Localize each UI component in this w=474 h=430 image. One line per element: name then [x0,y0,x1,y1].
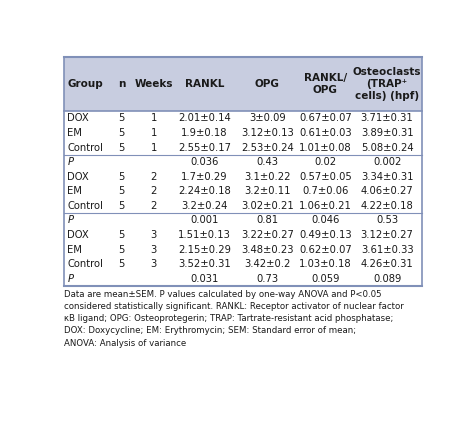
Text: 5: 5 [118,143,125,153]
Text: 3.42±0.2: 3.42±0.2 [244,259,291,269]
Text: DOX: DOX [67,230,89,240]
Text: 1.01±0.08: 1.01±0.08 [299,143,352,153]
Text: RANKL/
OPG: RANKL/ OPG [304,73,347,95]
Text: P: P [67,215,73,225]
Text: 1.03±0.18: 1.03±0.18 [299,259,352,269]
Text: 3.12±0.13: 3.12±0.13 [241,128,294,138]
Bar [64,271,422,286]
Text: 1: 1 [151,143,157,153]
Bar [64,140,422,155]
Text: 1.51±0.13: 1.51±0.13 [178,230,231,240]
Bar [64,228,422,243]
Bar [64,257,422,271]
Bar [64,243,422,257]
Bar [64,126,422,140]
Text: 0.73: 0.73 [256,274,278,284]
Text: 2.53±0.24: 2.53±0.24 [241,143,294,153]
Text: 2.15±0.29: 2.15±0.29 [178,245,231,255]
Text: 3.34±0.31: 3.34±0.31 [361,172,413,182]
Text: 5.08±0.24: 5.08±0.24 [361,143,413,153]
Text: 0.62±0.07: 0.62±0.07 [299,245,352,255]
Text: 1.9±0.18: 1.9±0.18 [181,128,228,138]
Text: 0.001: 0.001 [190,215,219,225]
Text: 5: 5 [118,186,125,197]
Text: 5: 5 [118,259,125,269]
Bar [64,111,422,126]
Text: 5: 5 [118,128,125,138]
Text: 4.06±0.27: 4.06±0.27 [361,186,413,197]
Text: RANKL: RANKL [185,79,224,89]
Text: 0.43: 0.43 [256,157,278,167]
Text: EM: EM [67,245,82,255]
Text: 2: 2 [151,201,157,211]
Bar [64,184,422,199]
Text: 0.059: 0.059 [311,274,340,284]
Text: DOX: DOX [67,114,89,123]
Text: 0.7±0.06: 0.7±0.06 [302,186,348,197]
Text: 5: 5 [118,114,125,123]
Bar [64,57,422,111]
Text: 0.031: 0.031 [190,274,219,284]
Text: Data are mean±SEM. P values calculated by one-way ANOVA and P<0.05
considered st: Data are mean±SEM. P values calculated b… [64,290,403,347]
Text: 3.89±0.31: 3.89±0.31 [361,128,413,138]
Text: OPG: OPG [255,79,280,89]
Text: 0.67±0.07: 0.67±0.07 [299,114,352,123]
Text: 3: 3 [151,230,157,240]
Text: 3.1±0.22: 3.1±0.22 [244,172,291,182]
Text: P: P [67,157,73,167]
Text: 2: 2 [151,172,157,182]
Text: 0.57±0.05: 0.57±0.05 [299,172,352,182]
Text: 3.02±0.21: 3.02±0.21 [241,201,294,211]
Text: n: n [118,79,125,89]
Text: 3.48±0.23: 3.48±0.23 [241,245,293,255]
Text: 3.52±0.31: 3.52±0.31 [178,259,231,269]
Text: 5: 5 [118,230,125,240]
Text: DOX: DOX [67,172,89,182]
Text: 3.2±0.24: 3.2±0.24 [181,201,228,211]
Text: 2.24±0.18: 2.24±0.18 [178,186,231,197]
Text: 0.02: 0.02 [314,157,337,167]
Text: 2.55±0.17: 2.55±0.17 [178,143,231,153]
Bar [64,169,422,184]
Text: 1.7±0.29: 1.7±0.29 [181,172,228,182]
Text: 0.81: 0.81 [256,215,278,225]
Text: 5: 5 [118,245,125,255]
Bar [64,213,422,228]
Text: 1: 1 [151,128,157,138]
Text: 3.2±0.11: 3.2±0.11 [244,186,291,197]
Text: 0.036: 0.036 [190,157,219,167]
Text: Weeks: Weeks [135,79,173,89]
Text: 3.22±0.27: 3.22±0.27 [241,230,294,240]
Text: 4.26±0.31: 4.26±0.31 [361,259,413,269]
Text: 1: 1 [151,114,157,123]
Text: Control: Control [67,143,103,153]
Bar [64,155,422,169]
Text: Control: Control [67,201,103,211]
Text: P: P [67,274,73,284]
Text: 0.49±0.13: 0.49±0.13 [299,230,352,240]
Text: Osteoclasts
(TRAP⁺
cells) (hpf): Osteoclasts (TRAP⁺ cells) (hpf) [353,67,421,101]
Text: 0.046: 0.046 [311,215,340,225]
Text: 3.61±0.33: 3.61±0.33 [361,245,413,255]
Text: EM: EM [67,128,82,138]
Text: Control: Control [67,259,103,269]
Text: 0.002: 0.002 [373,157,401,167]
Text: EM: EM [67,186,82,197]
Text: 5: 5 [118,172,125,182]
Text: 3: 3 [151,245,157,255]
Text: 4.22±0.18: 4.22±0.18 [361,201,413,211]
Text: 3±0.09: 3±0.09 [249,114,286,123]
Text: 3.12±0.27: 3.12±0.27 [361,230,413,240]
Bar [64,199,422,213]
Text: 3.71±0.31: 3.71±0.31 [361,114,413,123]
Text: 2: 2 [151,186,157,197]
Text: 0.61±0.03: 0.61±0.03 [299,128,352,138]
Text: 0.089: 0.089 [373,274,401,284]
Text: 0.53: 0.53 [376,215,398,225]
Text: Group: Group [67,79,103,89]
Text: 1.06±0.21: 1.06±0.21 [299,201,352,211]
Text: 3: 3 [151,259,157,269]
Text: 5: 5 [118,201,125,211]
Text: 2.01±0.14: 2.01±0.14 [178,114,231,123]
